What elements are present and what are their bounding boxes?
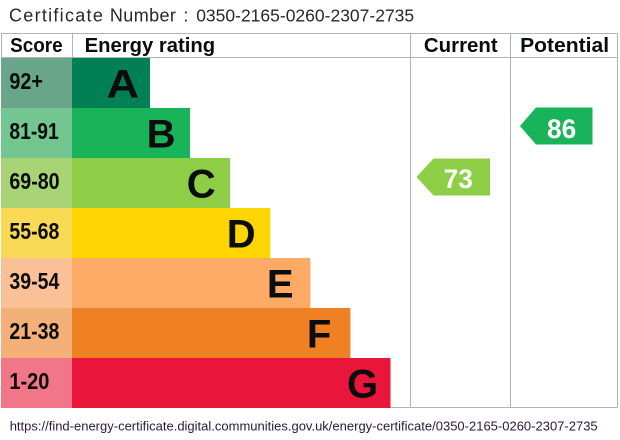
svg-text:C: C (187, 162, 216, 206)
svg-text:G: G (347, 362, 378, 406)
svg-text:81-91: 81-91 (9, 118, 58, 144)
svg-text:92+: 92+ (9, 68, 43, 94)
svg-text:A: A (107, 62, 140, 106)
svg-text:B: B (147, 112, 176, 156)
svg-text:D: D (227, 212, 256, 256)
svg-text:Score: Score (10, 35, 63, 57)
svg-text:https://find-energy-certificat: https://find-energy-certificate.digital.… (10, 419, 598, 434)
svg-text::: : (183, 6, 188, 26)
svg-text:Potential: Potential (520, 35, 609, 57)
svg-text:73: 73 (444, 164, 473, 194)
svg-text:F: F (307, 312, 331, 356)
svg-text:86: 86 (547, 114, 576, 144)
svg-text:E: E (267, 262, 294, 306)
svg-text:21-38: 21-38 (9, 318, 59, 344)
svg-text:Number: Number (110, 6, 176, 26)
svg-text:Energy rating: Energy rating (85, 35, 216, 57)
svg-text:69-80: 69-80 (9, 168, 59, 194)
svg-text:Certificate: Certificate (9, 6, 104, 26)
svg-text:Current: Current (424, 35, 498, 57)
svg-text:0350-2165-0260-2307-2735: 0350-2165-0260-2307-2735 (196, 6, 414, 26)
svg-text:39-54: 39-54 (9, 268, 59, 294)
svg-text:1-20: 1-20 (9, 368, 49, 394)
svg-text:55-68: 55-68 (9, 218, 59, 244)
